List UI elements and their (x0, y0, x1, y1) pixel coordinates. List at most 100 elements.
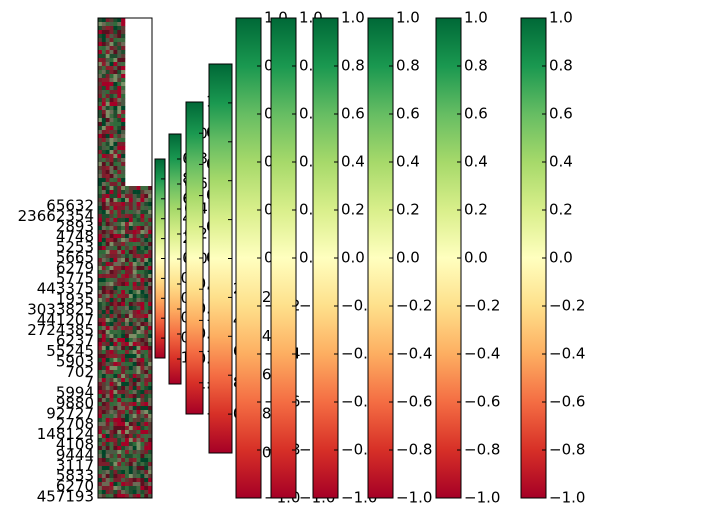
heatmap-cell (113, 394, 118, 399)
heatmap-cell (109, 266, 114, 271)
heatmap-cell (136, 334, 141, 339)
heatmap-cell (117, 274, 122, 279)
heatmap-cell (105, 478, 110, 483)
heatmap-cell (144, 346, 149, 351)
heatmap-cell (128, 466, 134, 471)
heatmap-cell (136, 406, 141, 411)
heatmap-cell (144, 402, 149, 407)
heatmap-cell (125, 186, 130, 191)
heatmap-cell (140, 418, 145, 423)
heatmap-cell (148, 290, 153, 295)
heatmap-cell (109, 234, 114, 239)
heatmap-cell (128, 318, 134, 323)
heatmap-cell (148, 326, 153, 331)
heatmap-cell (101, 206, 107, 211)
heatmap-cell (125, 306, 130, 311)
heatmap-cell (121, 370, 126, 375)
colorbar-tick-label: 1.0 (549, 9, 573, 27)
heatmap-cell (117, 226, 122, 231)
heatmap-cell (121, 290, 126, 295)
heatmap-cell (101, 490, 107, 495)
heatmap-cell (105, 302, 110, 307)
heatmap-cell (136, 290, 141, 295)
heatmap-cell (144, 342, 149, 347)
heatmap-cell (98, 194, 103, 199)
heatmap-cell (121, 22, 126, 27)
heatmap-cell (98, 282, 103, 287)
heatmap-cell (148, 482, 153, 487)
heatmap-cell (101, 374, 107, 379)
heatmap-cell (136, 198, 141, 203)
heatmap-cell (125, 230, 130, 235)
heatmap-cell (128, 202, 134, 207)
heatmap-cell (121, 494, 126, 499)
heatmap-cell (144, 202, 149, 207)
heatmap-cell (128, 326, 134, 331)
heatmap-cell (109, 462, 114, 467)
row-label: 441207 (37, 311, 94, 329)
heatmap-cell (148, 410, 153, 415)
heatmap-cell (98, 58, 103, 63)
heatmap-cell (101, 486, 107, 491)
heatmap-cell (98, 46, 103, 51)
heatmap-cell (101, 442, 107, 447)
heatmap-cell (144, 254, 149, 259)
heatmap-cell (148, 270, 153, 275)
heatmap-cell (105, 174, 110, 179)
heatmap-cell (136, 390, 141, 395)
heatmap-cell (128, 330, 134, 335)
colorbar-tick-label: −0.4 (464, 345, 500, 363)
heatmap-cell (105, 398, 110, 403)
colorbar: 1.0 0.8 0.6 0.4 0.2 0.0 −0.2 −0.4 −0.6 −0.8 −1.0 (435, 9, 500, 507)
heatmap-cell (125, 370, 130, 375)
heatmap-cell (132, 322, 137, 327)
heatmap-cell (98, 134, 103, 139)
heatmap-cell (140, 442, 145, 447)
heatmap-cell (109, 330, 114, 335)
colorbar-tick-label: −0.8 (549, 441, 585, 459)
heatmap-cell (98, 22, 103, 27)
heatmap-cell (136, 490, 141, 495)
heatmap-cell (109, 110, 114, 115)
heatmap-cell (148, 310, 153, 315)
heatmap-cell (105, 218, 110, 223)
heatmap-cell (125, 190, 130, 195)
heatmap-cell (121, 90, 126, 95)
heatmap-cell (121, 154, 126, 159)
heatmap-cell (136, 190, 141, 195)
heatmap-cell (125, 214, 130, 219)
heatmap-cell (121, 454, 126, 459)
heatmap-cell (101, 150, 107, 155)
heatmap-cell (132, 326, 137, 331)
heatmap: 6563223662354289347485253566562795775443… (18, 17, 153, 506)
heatmap-cell (109, 222, 114, 227)
heatmap-cell (105, 130, 110, 135)
heatmap-cell (113, 266, 118, 271)
heatmap-cell (98, 254, 103, 259)
heatmap-cell (98, 202, 103, 207)
heatmap-cell (109, 210, 114, 215)
heatmap-cell (98, 394, 103, 399)
heatmap-cell (98, 386, 103, 391)
heatmap-cell (98, 158, 103, 163)
heatmap-cell (117, 214, 122, 219)
heatmap-cell (109, 198, 114, 203)
heatmap-cell (109, 242, 114, 247)
heatmap-cell (101, 182, 107, 187)
heatmap-cell (101, 302, 107, 307)
colorbar-tick-label: 1.0 (341, 9, 365, 27)
heatmap-cell (148, 258, 153, 263)
heatmap-cell (113, 294, 118, 299)
heatmap-cell (121, 306, 126, 311)
heatmap-cell (117, 50, 122, 55)
heatmap-cell (136, 454, 141, 459)
heatmap-cell (125, 298, 130, 303)
heatmap-cell (132, 318, 137, 323)
heatmap-cell (109, 334, 114, 339)
heatmap-cell (144, 466, 149, 471)
heatmap-cell (105, 438, 110, 443)
heatmap-cell (121, 70, 126, 75)
heatmap-cell (117, 378, 122, 383)
heatmap-cell (121, 166, 126, 171)
heatmap-cell (113, 134, 118, 139)
